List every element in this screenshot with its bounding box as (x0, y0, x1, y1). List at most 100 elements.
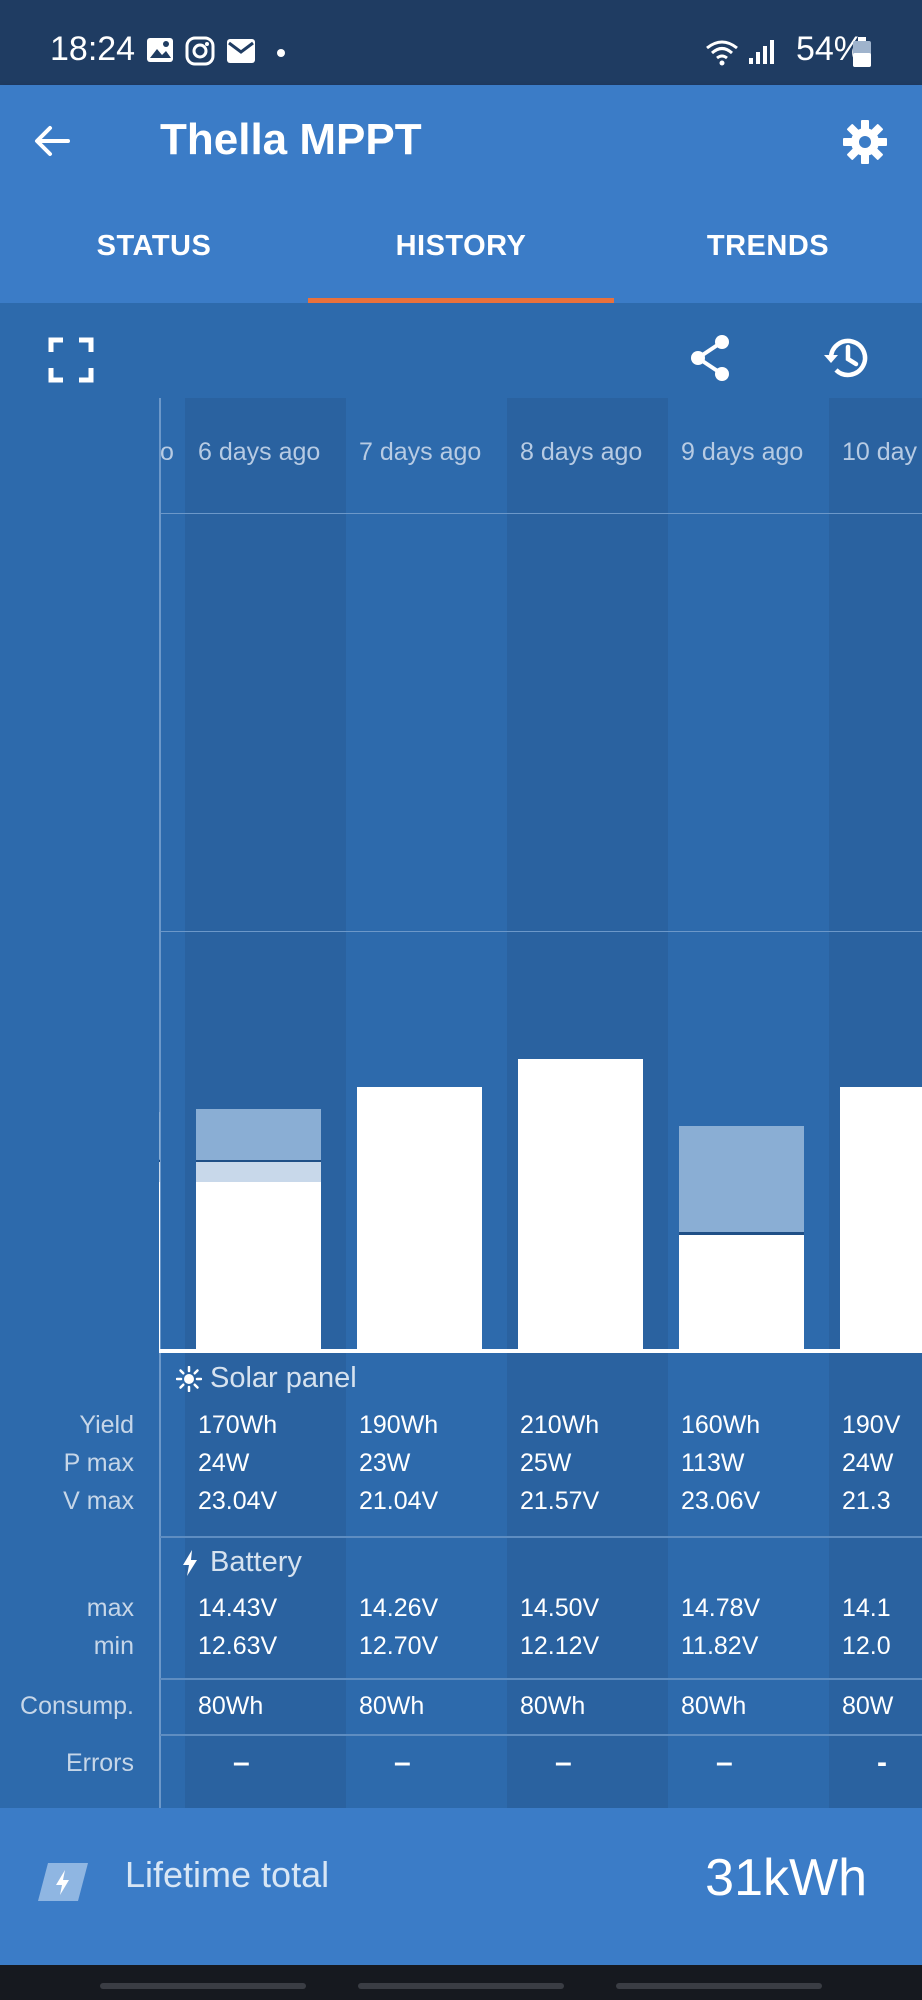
column-band (185, 398, 346, 1808)
x-tick-label: 9 days ago (681, 438, 804, 466)
nav-home[interactable] (358, 1983, 564, 1989)
table-cell-bmin: 12.70V (359, 1632, 439, 1660)
lifetime-bolt-icon (38, 1863, 88, 1901)
battery-icon (853, 37, 871, 67)
x-tick-label: 8 days ago (520, 438, 643, 466)
table-cell-errors: – (394, 1746, 411, 1779)
gear-icon[interactable] (842, 119, 888, 165)
bar-segment[interactable] (357, 1087, 482, 1349)
table-cell-yield: 190Wh (359, 1411, 439, 1439)
bar-segment[interactable] (196, 1181, 321, 1349)
tab-trends[interactable]: TRENDS (706, 230, 830, 262)
bar-segment[interactable] (679, 1231, 804, 1235)
row-label-yield: Yield (79, 1411, 134, 1439)
table-cell-consump: 80W (842, 1692, 894, 1720)
table-cell-vmax: 21.04V (359, 1487, 439, 1515)
table-cell-vmax: 21.57V (520, 1487, 600, 1515)
table-cell-yield: 190V (842, 1411, 901, 1439)
x-tick-label: 7 days ago (359, 438, 482, 466)
table-cell-bmax: 14.50V (520, 1594, 600, 1622)
table-cell-bmin: 12.12V (520, 1632, 600, 1660)
table-cell-pmax: 23W (359, 1449, 411, 1477)
table-cell-errors: – (233, 1746, 250, 1779)
chart-baseline (159, 1349, 922, 1353)
lifetime-total-bar: Lifetime total 31kWh (0, 1808, 922, 1965)
table-cell-yield: 160Wh (681, 1411, 761, 1439)
app-bar: Thella MPPT STATUS HISTORY TRENDS (0, 85, 922, 303)
table-cell-yield: 170Wh (198, 1411, 278, 1439)
row-label-battery-max: max (86, 1594, 134, 1622)
gridline (160, 513, 922, 514)
table-cell-pmax: 24W (842, 1449, 894, 1477)
battery-header: Battery (210, 1546, 302, 1578)
table-cell-pmax: 24W (198, 1449, 250, 1477)
x-tick-label: 10 day (842, 438, 918, 466)
status-time: 18:24 (50, 30, 136, 68)
signal-icon (749, 40, 774, 64)
bar-segment[interactable] (840, 1087, 922, 1349)
x-tick-label: o (160, 438, 174, 466)
column-band (668, 398, 829, 1808)
bar-segment[interactable] (679, 1126, 804, 1232)
row-label-errors: Errors (65, 1749, 134, 1777)
gridline (160, 931, 922, 932)
tab-history[interactable]: HISTORY (395, 230, 527, 262)
notification-dot (277, 49, 285, 57)
section-divider (160, 1734, 922, 1736)
back-arrow-icon[interactable] (32, 121, 72, 161)
mail-icon (227, 39, 255, 63)
history-icon[interactable] (822, 333, 872, 383)
axis-mask (0, 398, 159, 1349)
table-cell-consump: 80Wh (359, 1692, 425, 1720)
tab-indicator (308, 298, 614, 303)
share-icon[interactable] (688, 333, 732, 383)
instagram-icon (185, 36, 215, 66)
bar-segment[interactable] (196, 1109, 321, 1160)
fullscreen-icon[interactable] (48, 337, 94, 383)
bar-segment[interactable] (196, 1162, 321, 1182)
table-cell-vmax: 23.04V (198, 1487, 278, 1515)
y-axis-line (159, 398, 161, 1808)
table-cell-vmax: 23.06V (681, 1487, 761, 1515)
table-cell-bmax: 14.1 (842, 1594, 891, 1622)
wifi-icon (706, 40, 738, 66)
table-cell-bmin: 12.0 (842, 1632, 891, 1660)
lifetime-total-label: Lifetime total (125, 1854, 330, 1895)
app-title: Thella MPPT (160, 115, 422, 164)
table-cell-consump: 80Wh (198, 1692, 264, 1720)
nav-back[interactable] (616, 1983, 822, 1989)
sun-icon (176, 1366, 202, 1392)
table-cell-consump: 80Wh (520, 1692, 586, 1720)
table-cell-vmax: 21.3 (842, 1487, 891, 1515)
table-cell-bmin: 12.63V (198, 1632, 278, 1660)
table-cell-bmax: 14.26V (359, 1594, 439, 1622)
gallery-icon (147, 38, 173, 62)
chart-toolbar (0, 303, 922, 398)
bar-segment[interactable] (518, 1059, 643, 1349)
bar-segment[interactable] (679, 1234, 804, 1349)
section-divider (160, 1536, 922, 1538)
table-cell-bmin: 11.82V (681, 1632, 759, 1660)
status-bar: 18:24 54% (0, 0, 922, 85)
table-cell-errors: - (877, 1746, 887, 1779)
table-cell-yield: 210Wh (520, 1411, 600, 1439)
table-cell-bmax: 14.78V (681, 1594, 761, 1622)
solar-panel-header: Solar panel (210, 1362, 357, 1394)
battery-percent: 54% (795, 30, 864, 68)
tab-status[interactable]: STATUS (96, 230, 212, 262)
table-cell-pmax: 25W (520, 1449, 572, 1477)
x-tick-label: 6 days ago (198, 438, 321, 466)
table-cell-errors: – (716, 1746, 733, 1779)
row-label-pmax: P max (63, 1449, 134, 1477)
table-cell-bmax: 14.43V (198, 1594, 278, 1622)
bolt-icon (183, 1550, 197, 1576)
bar-segment[interactable] (196, 1159, 321, 1163)
section-divider (160, 1678, 922, 1680)
nav-recents[interactable] (100, 1983, 306, 1989)
table-cell-consump: 80Wh (681, 1692, 747, 1720)
row-label-battery-min: min (93, 1632, 134, 1660)
lifetime-total-value: 31kWh (705, 1849, 867, 1907)
table-cell-pmax: 113W (681, 1449, 745, 1477)
row-label-vmax: V max (63, 1487, 134, 1515)
